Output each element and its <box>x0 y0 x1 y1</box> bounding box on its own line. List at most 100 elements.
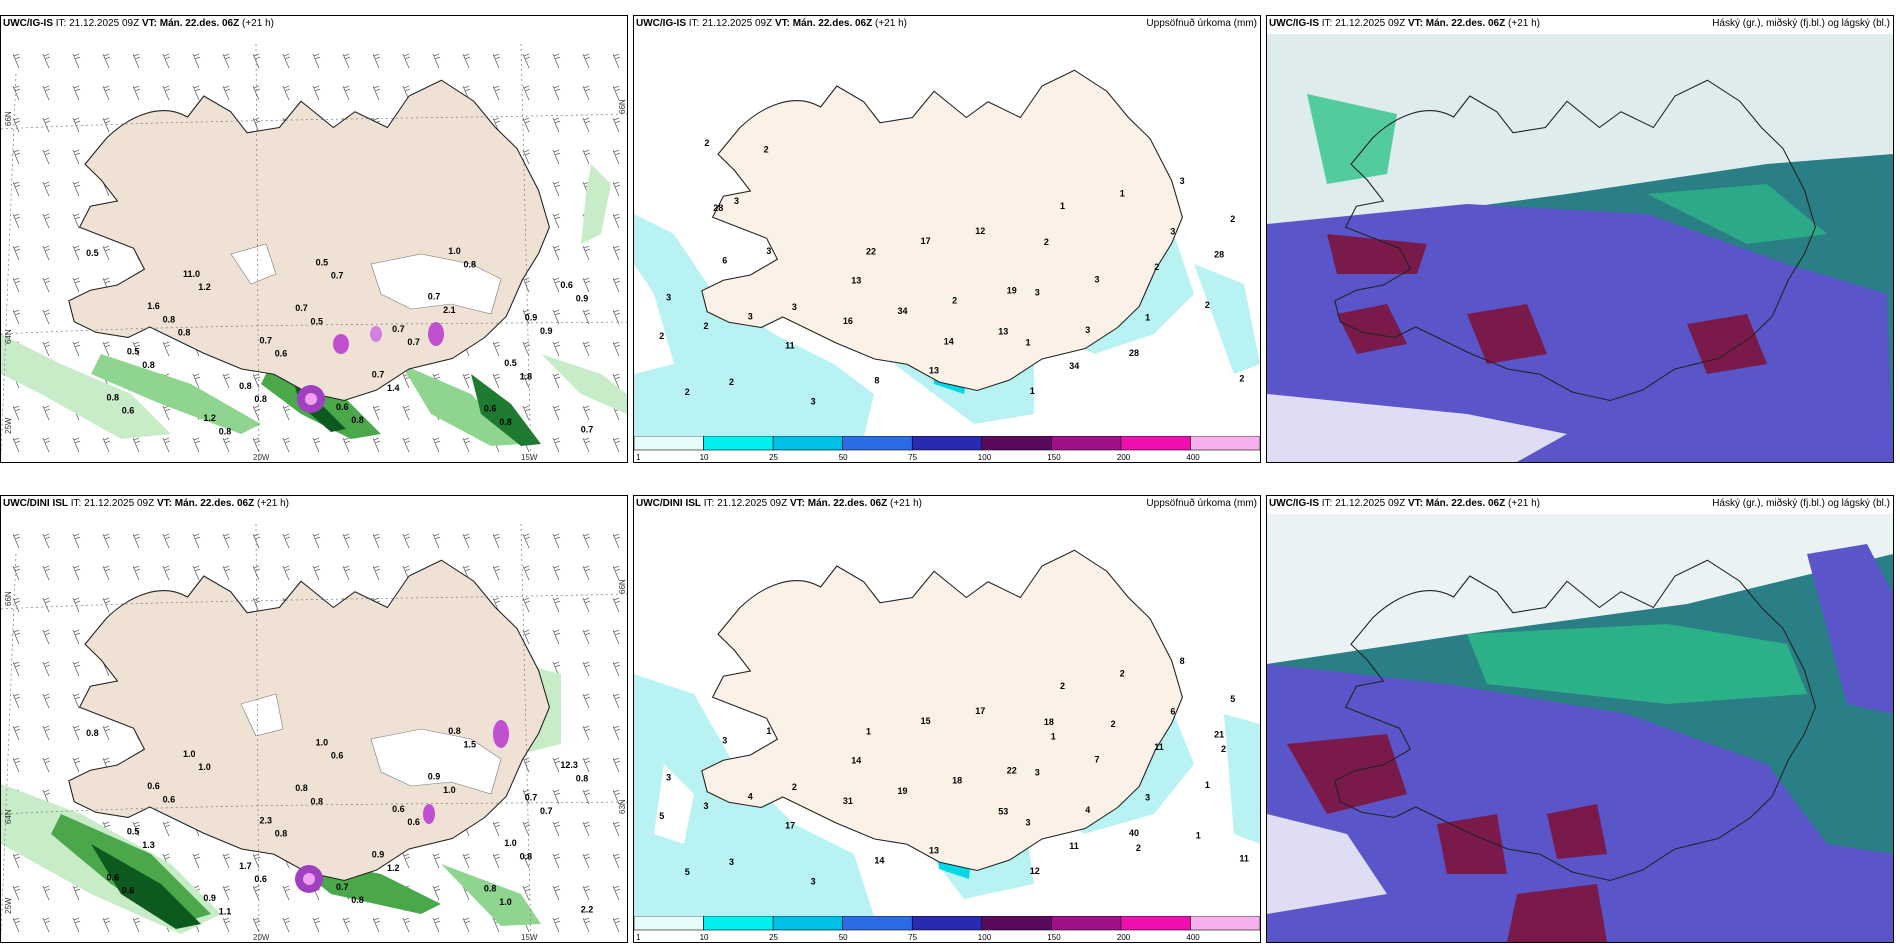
wind-barb <box>402 53 411 69</box>
value-label: 31 <box>843 796 853 806</box>
wind-barb <box>132 533 141 549</box>
legend-tick: 50 <box>839 453 848 462</box>
legend-swatch <box>1050 436 1122 451</box>
value-label: 13 <box>998 326 1008 336</box>
value-label: 2 <box>1154 262 1159 272</box>
wind-barb <box>72 725 81 741</box>
value-label: 2.1 <box>443 305 456 315</box>
value-label: 3 <box>1095 275 1100 285</box>
wind-barb <box>552 181 561 197</box>
value-label: 28 <box>1214 250 1224 260</box>
wind-barb <box>612 853 621 869</box>
wind-barb <box>432 533 441 549</box>
wind-barb <box>102 565 111 581</box>
wind-barb <box>252 853 261 869</box>
wind-barb <box>612 53 621 69</box>
panel-precip-ig-is: UWC/IG-IS IT: 21.12.2025 09Z VT: Mán. 22… <box>633 15 1261 463</box>
wind-barb <box>582 341 591 357</box>
wind-barb <box>552 341 561 357</box>
wind-barb <box>102 341 111 357</box>
value-label: 12 <box>975 226 985 236</box>
value-label: 11 <box>1154 742 1164 752</box>
legend-swatch <box>634 916 704 931</box>
wind-barb <box>132 341 141 357</box>
wind-barb <box>582 693 591 709</box>
value-label: 0.5 <box>127 347 140 357</box>
wind-barb <box>552 533 561 549</box>
map-clouds[interactable] <box>1267 514 1893 942</box>
wind-barb <box>522 533 531 549</box>
map-precip[interactable]: 3 2 3 2 3 3 2 3 2 6 11 13 13 19 8 2 1 34 12 16 17 13 22 14 2 28 28… <box>634 34 1260 436</box>
wind-barb <box>612 725 621 741</box>
wind-barb <box>492 565 501 581</box>
value-label: 2 <box>952 296 957 306</box>
value-label: 3 <box>748 312 753 322</box>
lat-label-64: 64N <box>4 329 13 344</box>
wind-barb <box>582 757 591 773</box>
wind-barb <box>132 53 141 69</box>
wind-barb <box>552 917 561 933</box>
lat-label-63: 63N <box>618 799 627 814</box>
wind-barb <box>462 437 471 453</box>
wind-barb <box>612 757 621 773</box>
panel-subtitle: Háský (gr.), miðský (fj.bl.) og lágský (… <box>1712 18 1890 29</box>
wind-barb <box>492 373 501 389</box>
value-label: 34 <box>1069 361 1079 371</box>
wind-barb <box>102 533 111 549</box>
wind-barb <box>42 725 51 741</box>
wind-barb <box>552 309 561 325</box>
value-label: 0.8 <box>576 774 589 784</box>
value-label: 0.8 <box>351 415 364 425</box>
wind-barb <box>342 437 351 453</box>
legend-swatch <box>1120 916 1191 931</box>
map-wind-precip[interactable]: 66N 66N 63N 64N 25W 20W 15W 0.6 0.7 0.7 0.9… <box>1 514 627 942</box>
legend-swatch <box>703 436 774 451</box>
wind-barb <box>42 341 51 357</box>
wind-barb <box>12 437 21 453</box>
wind-barb <box>312 85 321 101</box>
value-label: 1.0 <box>448 246 461 256</box>
wind-barb <box>282 85 291 101</box>
value-label: 11 <box>1239 853 1249 863</box>
wind-barb <box>252 373 261 389</box>
legend-tick: 1 <box>636 933 641 942</box>
value-label: 1.0 <box>499 897 512 907</box>
legend-tick: 150 <box>1047 933 1061 942</box>
wind-barb <box>222 53 231 69</box>
value-label: 2 <box>1120 669 1125 679</box>
value-label: 12.3 <box>560 760 578 770</box>
wind-barb <box>402 437 411 453</box>
wind-barb <box>252 437 261 453</box>
value-label: 1 <box>1026 338 1031 348</box>
wind-barb <box>342 53 351 69</box>
value-label: 8 <box>874 376 879 386</box>
lat-label-65: 66N <box>618 99 627 114</box>
wind-barb <box>582 437 591 453</box>
value-label: 3 <box>811 396 816 406</box>
value-label: 0.6 <box>484 404 497 414</box>
map-precip[interactable]: 3 3 2 5 4 3 3 1 5 3 17 14 13 22 14 18 12 19 17 31 15 53 1 18 40 2… <box>634 514 1260 916</box>
wind-barb <box>222 85 231 101</box>
wind-barb <box>72 277 81 293</box>
value-label: 0.6 <box>147 781 160 791</box>
wind-barb <box>582 149 591 165</box>
wind-barb <box>582 725 591 741</box>
value-label: 0.8 <box>464 259 477 269</box>
value-label: 0.8 <box>107 392 120 402</box>
value-label: 0.9 <box>525 313 538 323</box>
value-label: 2 <box>704 321 709 331</box>
lat-label-65: 66N <box>618 579 627 594</box>
wind-barb <box>462 853 471 869</box>
wind-barb <box>522 821 531 837</box>
wind-barb <box>12 629 21 645</box>
value-label: 1.0 <box>183 749 196 759</box>
map-wind-precip[interactable]: 66N 66N 64N 25W 20W 15W 1.6 0.6 0.9 1.2 0.7 0… <box>1 34 627 462</box>
value-label: 0.9 <box>576 294 589 304</box>
value-label: 1.2 <box>203 413 216 423</box>
wind-barb <box>522 341 531 357</box>
wind-barb <box>522 85 531 101</box>
value-label: 0.6 <box>407 817 420 827</box>
map-clouds[interactable] <box>1267 34 1893 462</box>
value-label: 0.8 <box>311 796 324 806</box>
value-label: 0.5 <box>86 248 99 258</box>
